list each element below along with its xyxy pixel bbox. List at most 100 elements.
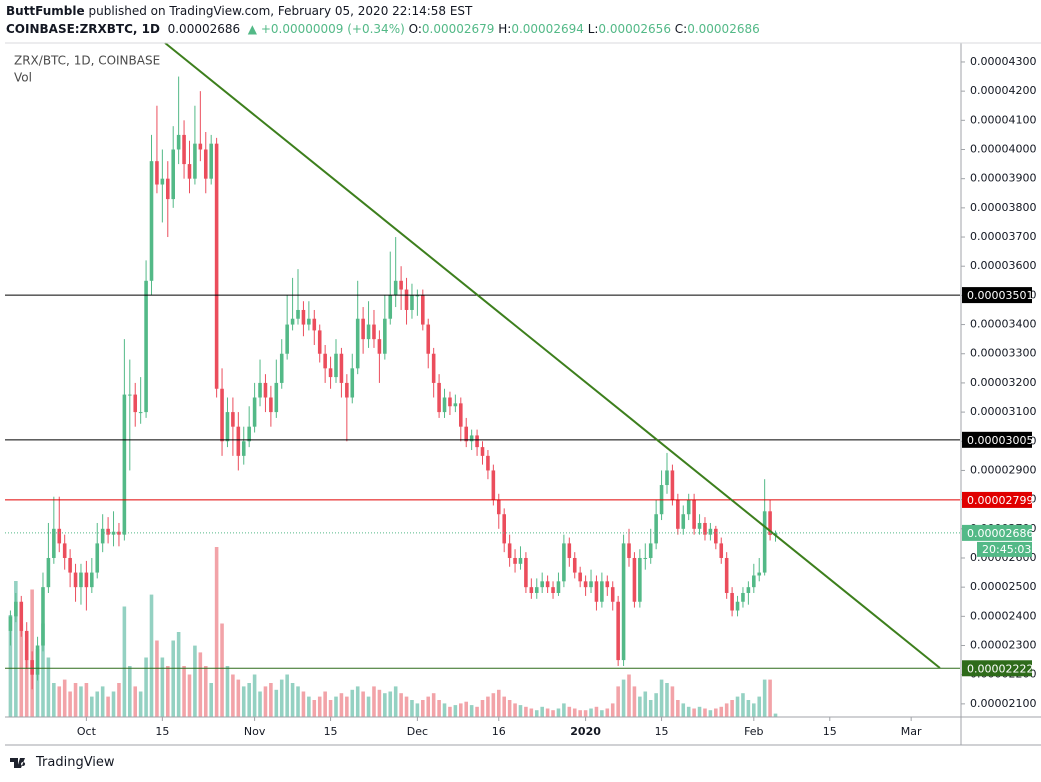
- candle-body: [68, 557, 72, 573]
- volume-bar: [90, 696, 94, 717]
- l-label: L:: [587, 22, 599, 36]
- candle-body: [415, 295, 420, 297]
- volume-bar: [128, 666, 132, 717]
- candle-body: [616, 601, 620, 661]
- candle-body: [578, 572, 582, 582]
- candle-body: [502, 514, 506, 544]
- level-label-box: [962, 491, 1032, 508]
- candle-body: [296, 309, 300, 319]
- candle-body: [431, 353, 436, 383]
- volume-bar: [735, 696, 740, 717]
- volume-bar: [469, 705, 474, 717]
- x-tick-label: 15: [823, 725, 837, 738]
- volume-bar: [741, 693, 745, 717]
- y-tick-label: 0.00003700: [970, 230, 1036, 243]
- volume-bar: [328, 700, 333, 717]
- volume-bar: [524, 706, 528, 717]
- y-tick-label: 0.00002100: [970, 697, 1036, 710]
- volume-bar: [708, 710, 713, 717]
- candle-body: [654, 514, 658, 544]
- y-tick-label: 0.00004000: [970, 142, 1036, 155]
- y-tick-label: 0.00003200: [970, 376, 1036, 389]
- x-tick-label: 15: [324, 725, 338, 738]
- candle-body: [355, 318, 360, 369]
- x-tick-label: Mar: [901, 725, 922, 738]
- candle-body: [372, 324, 376, 340]
- candle-body: [697, 522, 702, 529]
- volume-bar: [187, 674, 192, 717]
- candle-body: [263, 382, 268, 398]
- volume-bar: [627, 674, 631, 717]
- volume-bar: [491, 693, 496, 717]
- y-tick-label: 0.00003800: [970, 201, 1036, 214]
- volume-bar: [388, 691, 393, 717]
- volume-bar: [220, 623, 224, 717]
- candle-body: [703, 522, 707, 535]
- volume-bar: [236, 679, 241, 717]
- volume-bar: [545, 708, 550, 717]
- volume-bar: [155, 640, 159, 717]
- level-label-box: [962, 287, 1032, 304]
- last-price-label: 0.00002686: [967, 527, 1033, 540]
- x-tick-label: Oct: [77, 725, 97, 738]
- candle-body: [193, 143, 197, 179]
- candle-body: [627, 543, 631, 558]
- candle-body: [545, 581, 550, 588]
- candle-body: [686, 499, 691, 515]
- candle-body: [692, 499, 696, 529]
- volume-bar: [307, 696, 311, 717]
- candle-body: [274, 382, 279, 413]
- x-tick-label: 15: [655, 725, 669, 738]
- candle-body: [176, 134, 181, 150]
- volume-bar: [589, 708, 593, 717]
- price-layer: 0.000021000.000022000.000023000.00002400…: [5, 42, 1036, 738]
- candle-body: [562, 543, 566, 582]
- volume-bar: [274, 689, 279, 717]
- volume-bar: [686, 706, 691, 717]
- volume-bar: [312, 700, 317, 717]
- volume-bar: [431, 693, 436, 717]
- volume-bar: [583, 710, 588, 717]
- candle-body: [486, 455, 490, 471]
- volume-bar: [214, 547, 219, 717]
- candle-body: [507, 543, 512, 558]
- h-value: 0.00002694: [511, 22, 584, 36]
- candle-body: [377, 339, 382, 354]
- volume-bar: [724, 703, 729, 717]
- volume-bar: [231, 674, 235, 717]
- level-label-box: [962, 660, 1032, 677]
- candle-body: [19, 601, 24, 631]
- candle-body: [741, 592, 745, 602]
- candle-body: [768, 511, 772, 535]
- candle-body: [421, 295, 425, 325]
- candle-body: [621, 543, 626, 661]
- volume-bar: [241, 686, 246, 717]
- volume-bar: [84, 683, 89, 717]
- volume-bar: [502, 696, 506, 717]
- y-tick-label: 0.00002900: [970, 463, 1036, 476]
- candle-body: [773, 532, 778, 535]
- volume-bar: [323, 691, 327, 717]
- candle-body: [41, 587, 45, 646]
- candle-body: [225, 412, 230, 442]
- volume-bar: [670, 686, 675, 717]
- candle-body: [719, 543, 724, 558]
- volume-bar: [529, 708, 534, 717]
- level-label: 0.00002799: [967, 494, 1033, 507]
- candle-body: [724, 557, 729, 593]
- candle-body: [670, 470, 675, 500]
- volume-bar: [350, 689, 355, 717]
- y-tick-label: 0.00002300: [970, 639, 1036, 652]
- candle-body: [290, 318, 295, 325]
- candle-body: [14, 601, 18, 617]
- candle-body: [410, 295, 414, 310]
- volume-bar: [209, 683, 213, 717]
- candle-body: [746, 587, 751, 593]
- volume-bar: [133, 686, 138, 717]
- candle-body: [551, 587, 555, 593]
- volume-bar: [768, 679, 772, 717]
- candle-body: [95, 543, 100, 573]
- x-tick-label: Dec: [407, 725, 428, 738]
